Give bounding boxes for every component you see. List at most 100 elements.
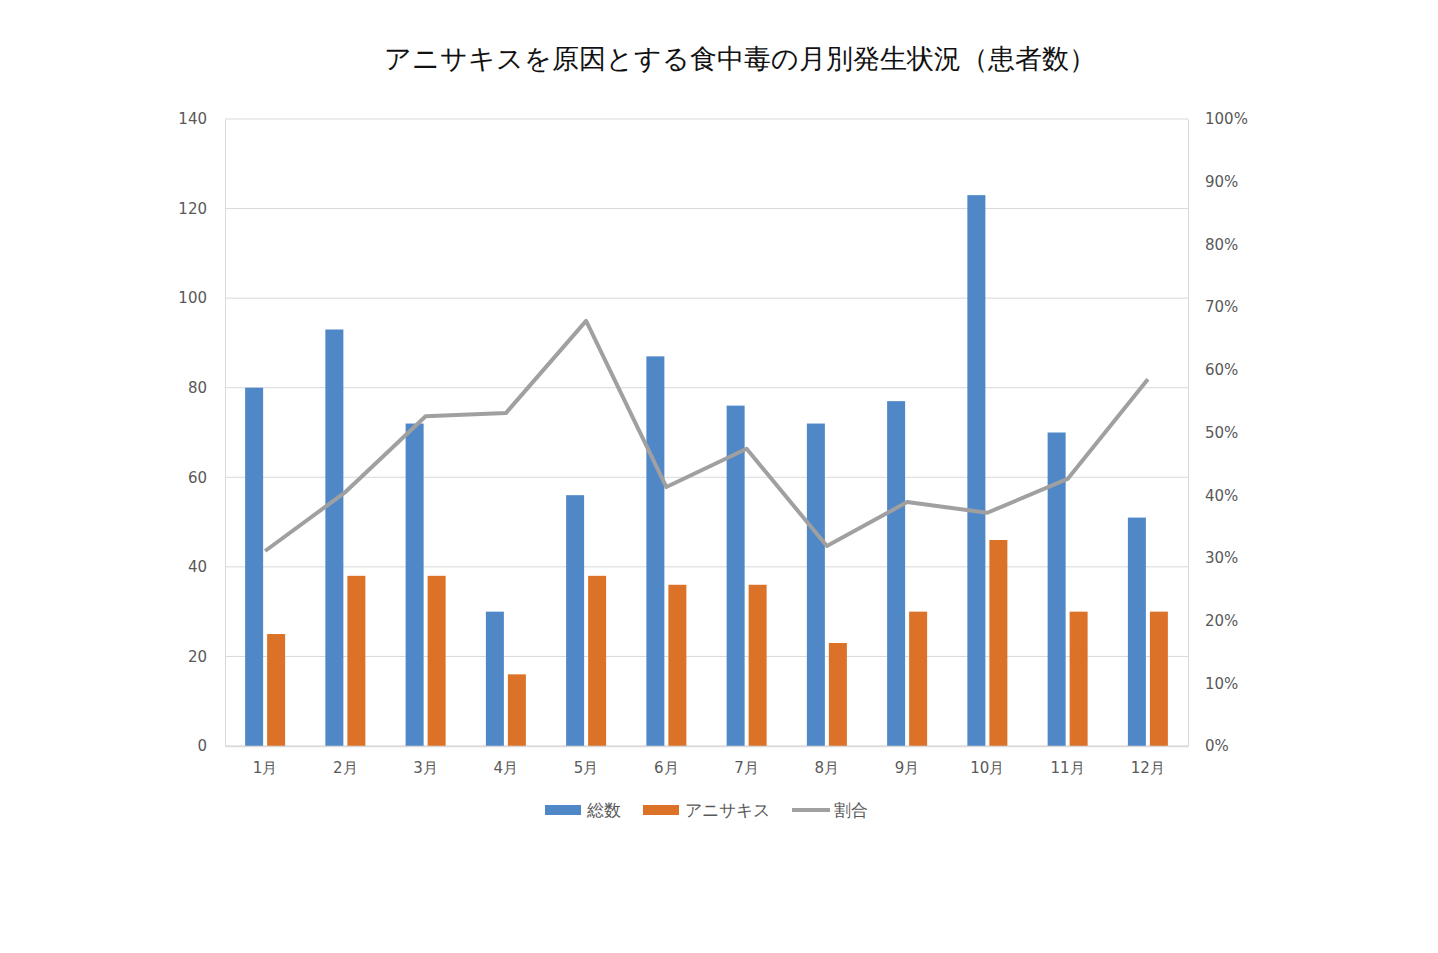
x-tick-label: 9月	[895, 759, 920, 777]
x-tick-label: 2月	[333, 759, 358, 777]
y-tick: 80	[188, 379, 225, 397]
x-tick-label: 11月	[1051, 759, 1085, 777]
y2-tick: 70%	[1188, 298, 1238, 316]
y-tick: 120	[178, 200, 225, 218]
grid-line	[225, 119, 1188, 120]
x-tick: 9月	[895, 746, 920, 777]
y2-tick: 80%	[1188, 236, 1238, 254]
y2-tick: 60%	[1188, 361, 1238, 379]
bar-series	[267, 540, 1168, 746]
bar	[668, 585, 686, 746]
bar	[325, 329, 343, 746]
bar	[588, 576, 606, 746]
y2-axis-line	[1188, 120, 1189, 747]
x-tick: 4月	[494, 746, 519, 777]
y2-tick: 50%	[1188, 424, 1238, 442]
legend-label: 割合	[834, 800, 868, 820]
y-tick: 40	[188, 558, 225, 576]
x-tick-label: 5月	[574, 759, 599, 777]
legend-swatch	[643, 805, 679, 815]
bar	[566, 495, 584, 746]
grid-line	[225, 298, 1188, 299]
bar	[749, 585, 767, 746]
y2-tick-label: 60%	[1205, 361, 1238, 379]
legend-item: アニサキス	[643, 800, 770, 820]
legend: 総数 アニサキス 割合	[545, 800, 868, 820]
y-tick-label: 120	[178, 200, 207, 218]
bar	[406, 424, 424, 746]
y2-tick-label: 50%	[1205, 424, 1238, 442]
bar	[967, 195, 985, 746]
grid-line	[225, 208, 1188, 209]
y-tick-label: 140	[178, 110, 207, 128]
bar	[1070, 612, 1088, 746]
grid-line	[225, 656, 1188, 657]
x-tick: 8月	[815, 746, 840, 777]
y2-axis: 0% 10% 20% 30% 40% 50% 60% 70% 80% 90% 100%	[1188, 110, 1248, 755]
x-tick: 5月	[574, 746, 599, 777]
grid	[225, 119, 1188, 746]
bar	[508, 674, 526, 746]
bar	[1128, 518, 1146, 746]
x-tick: 12月	[1131, 746, 1165, 777]
bar	[829, 643, 847, 746]
bar	[807, 424, 825, 746]
bar-series	[245, 195, 1146, 746]
bar	[347, 576, 365, 746]
y-tick: 60	[188, 469, 225, 487]
y2-tick-label: 10%	[1205, 675, 1238, 693]
y2-tick: 90%	[1188, 173, 1238, 191]
x-tick-label: 7月	[734, 759, 759, 777]
y-axis: 0 20 40 60 80 100 120 140	[178, 110, 225, 755]
x-tick: 7月	[734, 746, 759, 777]
y-tick-label: 20	[188, 648, 207, 666]
legend-label: アニサキス	[685, 800, 770, 820]
chart-svg: アニサキスを原因とする食中毒の月別発生状況（患者数） 0 20 40 60 80 100 12…	[0, 0, 1438, 953]
y2-tick-label: 40%	[1205, 487, 1238, 505]
x-tick-label: 6月	[654, 759, 679, 777]
x-tick-label: 4月	[494, 759, 519, 777]
x-axis-line	[226, 746, 1189, 748]
y2-tick: 30%	[1188, 549, 1238, 567]
y2-tick: 40%	[1188, 487, 1238, 505]
y-tick: 0	[197, 737, 225, 755]
bar	[887, 401, 905, 746]
bar	[267, 634, 285, 746]
y2-tick: 100%	[1188, 110, 1248, 128]
y-tick-label: 100	[178, 289, 207, 307]
y-tick: 100	[178, 289, 225, 307]
y-tick-label: 40	[188, 558, 207, 576]
bar	[909, 612, 927, 746]
x-axis: 1月2月3月4月5月6月7月8月9月10月11月12月	[226, 746, 1189, 777]
grid-line	[225, 746, 1188, 747]
grid-line	[225, 566, 1188, 567]
ratio-line	[265, 321, 1148, 551]
bar	[428, 576, 446, 746]
bar	[486, 612, 504, 746]
grid-line	[225, 387, 1188, 388]
legend-item: 割合	[792, 800, 868, 820]
y2-tick: 10%	[1188, 675, 1238, 693]
x-tick-label: 12月	[1131, 759, 1165, 777]
y2-tick-label: 90%	[1205, 173, 1238, 191]
y2-tick-label: 0%	[1205, 737, 1229, 755]
legend-item: 総数	[545, 800, 621, 820]
bar	[1150, 612, 1168, 746]
y-tick-label: 0	[197, 737, 207, 755]
x-tick-label: 1月	[253, 759, 278, 777]
x-tick: 11月	[1051, 746, 1085, 777]
legend-swatch	[545, 805, 581, 815]
y-tick-label: 80	[188, 379, 207, 397]
chart-title: アニサキスを原因とする食中毒の月別発生状況（患者数）	[384, 43, 1096, 74]
y-axis-line	[225, 120, 226, 747]
x-tick: 10月	[970, 746, 1004, 777]
y-tick: 20	[188, 648, 225, 666]
legend-swatch	[792, 808, 830, 812]
y2-tick-label: 70%	[1205, 298, 1238, 316]
x-tick-label: 8月	[815, 759, 840, 777]
chart-container: アニサキスを原因とする食中毒の月別発生状況（患者数） 0 20 40 60 80 100 12…	[0, 0, 1438, 953]
x-tick: 1月	[253, 746, 278, 777]
y2-tick: 20%	[1188, 612, 1238, 630]
x-tick: 6月	[654, 746, 679, 777]
y-tick-label: 60	[188, 469, 207, 487]
